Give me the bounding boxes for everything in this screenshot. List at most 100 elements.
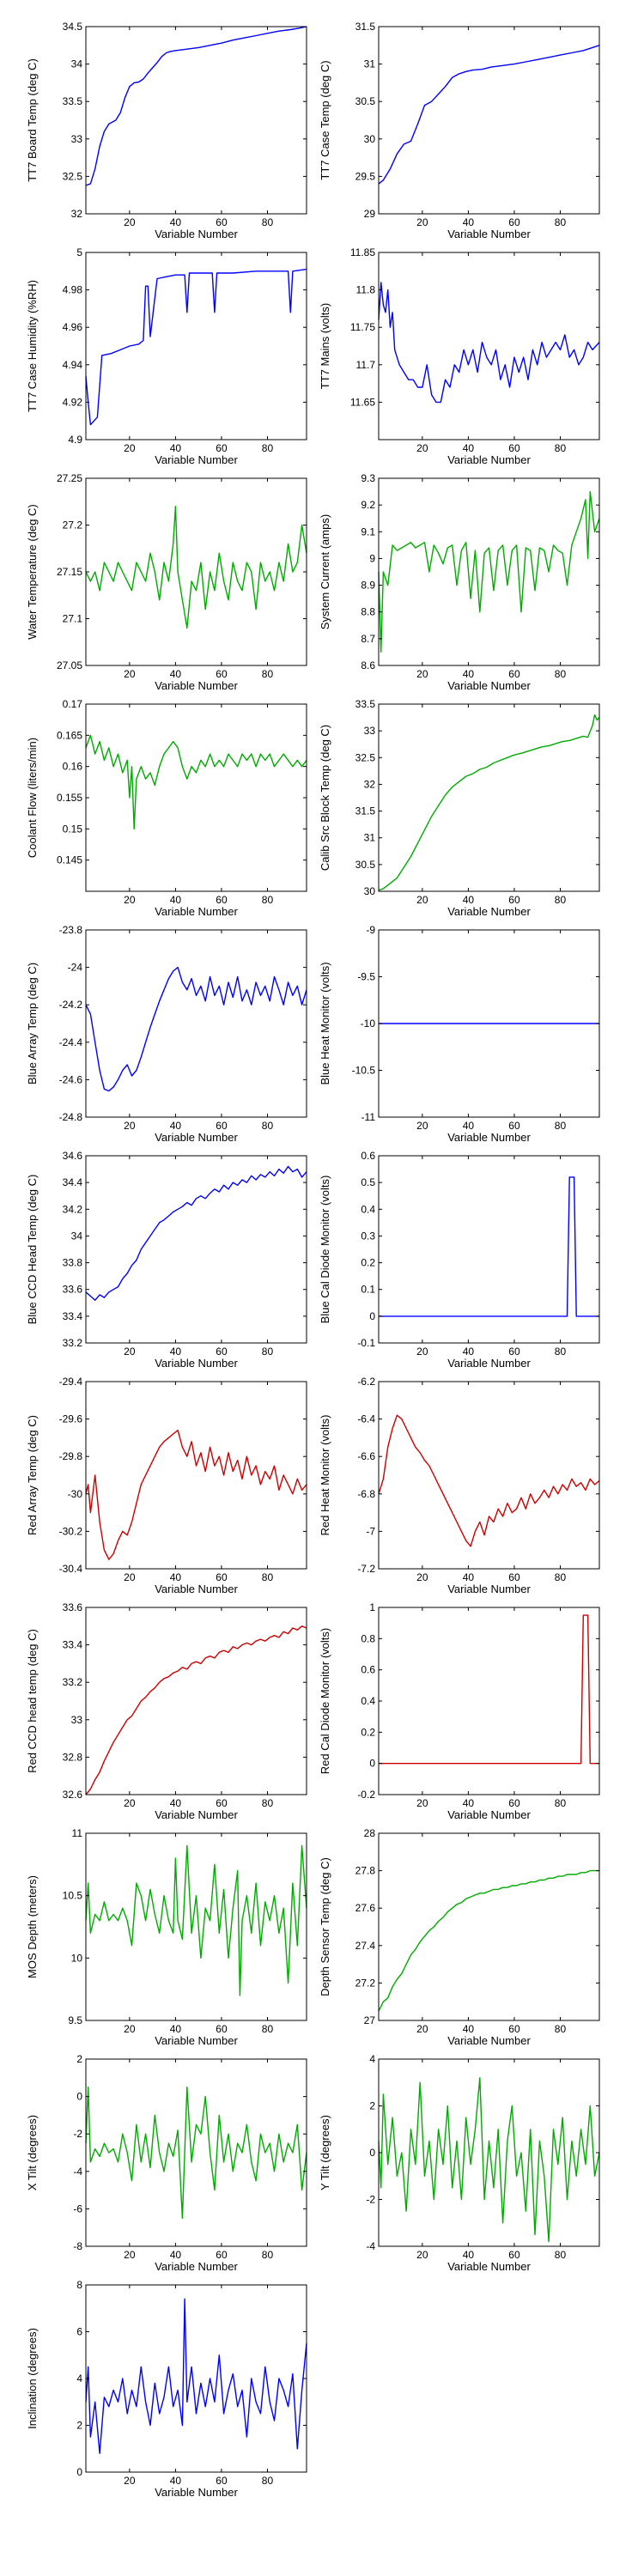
x-tick-label: 40 (170, 668, 182, 680)
x-axis-label: Variable Number (155, 2486, 238, 2499)
x-tick-label: 60 (508, 1571, 520, 1583)
y-tick-label: 34.5 (63, 21, 83, 33)
y-tick-label: 9.2 (361, 499, 375, 511)
x-tick-label: 80 (262, 668, 274, 680)
y-tick-label: 31 (364, 832, 376, 844)
y-tick-label: 4 (369, 2053, 375, 2065)
y-tick-label: 9.1 (361, 526, 375, 538)
x-tick-label: 60 (216, 668, 228, 680)
y-tick-label: 33.6 (63, 1284, 83, 1296)
x-tick-label: 60 (216, 1346, 228, 1358)
x-tick-label: 80 (555, 1120, 567, 1132)
y-tick-label: 33.5 (355, 698, 376, 710)
x-tick-label: 40 (170, 894, 182, 906)
y-tick-label: 27 (364, 2014, 376, 2026)
axes-frame (378, 703, 600, 892)
x-tick-label: 80 (262, 1346, 274, 1358)
y-tick-label: -4 (366, 2240, 375, 2252)
y-tick-label: -2 (366, 2194, 375, 2206)
y-tick-label: 8.6 (361, 659, 375, 671)
y-tick-label: 10.5 (63, 1890, 83, 1902)
y-axis-label: Red CCD head temp (deg C) (26, 1629, 39, 1773)
series-line (85, 1625, 307, 1795)
y-tick-label: 29.5 (355, 170, 376, 182)
y-tick-label: -6.8 (357, 1488, 375, 1500)
x-tick-label: 40 (463, 1120, 475, 1132)
y-tick-label: 0.6 (361, 1150, 375, 1162)
axes-frame (378, 1832, 600, 2021)
x-axis-label: Variable Number (447, 1131, 531, 1144)
y-tick-label: 33 (71, 133, 83, 145)
series-line (85, 26, 307, 186)
y-tick-label: 27.4 (355, 1940, 376, 1952)
y-tick-label: 1 (369, 1601, 375, 1613)
y-tick-label: 33.5 (63, 95, 83, 107)
x-tick-label: 60 (508, 1120, 520, 1132)
y-tick-label: 30 (364, 133, 376, 145)
y-tick-label: 34 (71, 1230, 83, 1242)
chart-panel-14: 20 40 60 80 -7.2 -7 -6.8 -6.6 -6.4 -6.2 Variable N… (319, 1376, 600, 1595)
y-axis-label: TT7 Case Temp (deg C) (319, 60, 331, 179)
axes-frame (378, 1607, 600, 1795)
y-tick-label: -10 (361, 1018, 376, 1030)
chart-panel-2: 20 40 60 80 29 29.5 30 30.5 31 31.5 Variable Numbe… (319, 21, 600, 240)
axes-frame (85, 703, 307, 892)
y-tick-label: 33.2 (63, 1337, 83, 1349)
series-line (85, 1165, 307, 1301)
x-tick-label: 60 (508, 442, 520, 454)
axes-frame (85, 929, 307, 1118)
x-tick-label: 20 (416, 1120, 428, 1132)
x-tick-label: 40 (170, 216, 182, 228)
x-tick-label: 20 (416, 1571, 428, 1583)
x-tick-label: 40 (463, 2023, 475, 2035)
x-tick-label: 40 (463, 668, 475, 680)
y-tick-label: 2 (76, 2053, 82, 2065)
y-tick-label: 33.8 (63, 1257, 83, 1269)
series-line (85, 506, 307, 629)
axes-frame (85, 1155, 307, 1344)
x-tick-label: 80 (555, 668, 567, 680)
series-line (378, 282, 600, 404)
y-tick-label: 30 (364, 885, 376, 897)
y-tick-label: 4.98 (63, 284, 83, 296)
axes-frame (85, 2058, 307, 2247)
x-tick-label: 20 (124, 1797, 136, 1809)
chart-panel-13: 20 40 60 80 -30.4 -30.2 -30 -29.8 -29.6 -29.4 Vari… (26, 1376, 307, 1595)
y-tick-label: 0.165 (57, 729, 82, 741)
y-tick-label: 34.6 (63, 1150, 83, 1162)
series-line (85, 1430, 307, 1560)
x-tick-label: 60 (216, 2475, 228, 2487)
series-line (378, 1414, 600, 1547)
y-axis-label: Red Heat Monitor (volts) (319, 1415, 331, 1536)
y-tick-label: 34 (71, 58, 83, 70)
chart-panel-1: 20 40 60 80 32 32.5 33 33.5 34 34.5 Variable Numbe… (26, 21, 307, 240)
series-line (379, 1176, 599, 1317)
y-tick-label: 27.8 (355, 1865, 376, 1877)
axes-frame (85, 252, 307, 440)
y-tick-label: 32.5 (63, 170, 83, 182)
x-axis-label: Variable Number (447, 1583, 531, 1595)
x-tick-label: 60 (216, 894, 228, 906)
y-tick-label: 8.7 (361, 633, 375, 645)
series-line (378, 714, 600, 891)
y-tick-label: 29 (364, 208, 376, 220)
x-tick-label: 80 (262, 1571, 274, 1583)
x-tick-label: 60 (508, 1346, 520, 1358)
chart-panel-21: 20 40 60 80 0 2 4 6 8 Variable Number Inclination … (26, 2279, 307, 2499)
y-tick-label: 9 (369, 552, 375, 564)
y-tick-label: 4.92 (63, 396, 83, 408)
y-tick-label: -6.4 (357, 1413, 375, 1425)
y-tick-label: 4.9 (68, 434, 82, 446)
y-axis-label: TT7 Mains (volts) (319, 303, 331, 389)
x-axis-label: Variable Number (155, 228, 238, 240)
x-tick-label: 60 (508, 2023, 520, 2035)
x-tick-label: 60 (216, 1571, 228, 1583)
series-line (378, 2077, 600, 2243)
y-tick-label: 4.96 (63, 321, 83, 333)
y-tick-label: 0 (76, 2091, 82, 2103)
y-axis-label: Red Array Temp (deg C) (26, 1415, 39, 1535)
y-tick-label: 11.75 (350, 321, 375, 333)
y-tick-label: 0 (369, 2147, 375, 2159)
series-line (85, 966, 307, 1092)
